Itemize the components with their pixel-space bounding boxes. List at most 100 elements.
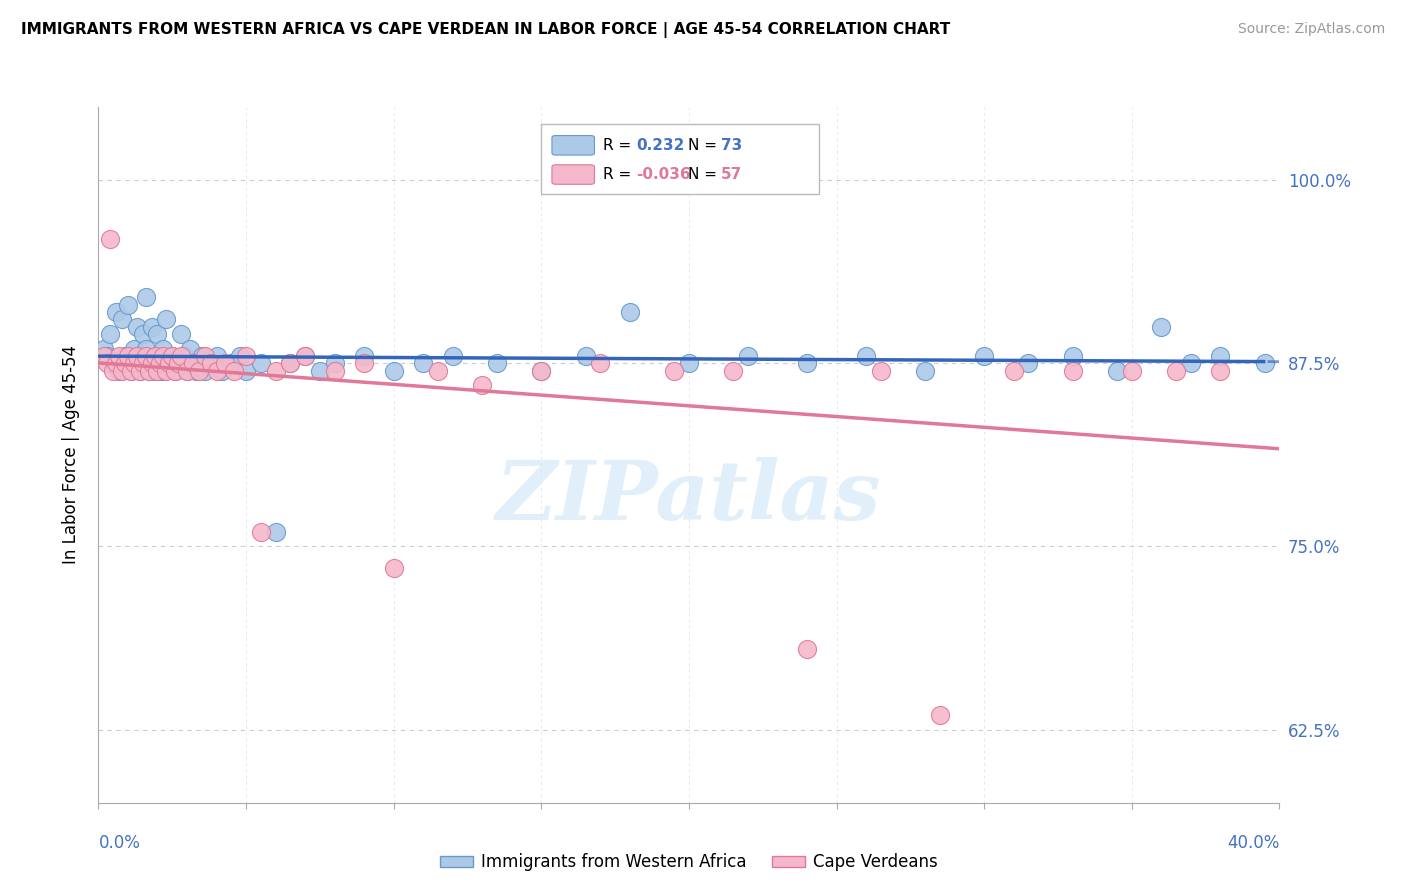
Point	[914, 364, 936, 378]
Point	[1062, 364, 1084, 378]
Point	[114, 356, 136, 370]
Point	[235, 349, 257, 363]
Point	[855, 349, 877, 363]
Point	[869, 364, 891, 378]
Point	[441, 349, 464, 363]
Point	[1209, 349, 1232, 363]
Point	[205, 349, 228, 363]
Text: Source: ZipAtlas.com: Source: ZipAtlas.com	[1237, 22, 1385, 37]
Text: N =: N =	[688, 137, 721, 153]
Point	[294, 349, 316, 363]
Point	[1121, 364, 1143, 378]
Point	[117, 298, 139, 312]
Point	[574, 349, 596, 363]
Point	[132, 356, 155, 370]
Point	[152, 349, 174, 363]
Point	[214, 356, 236, 370]
Text: 0.232: 0.232	[636, 137, 685, 153]
Point	[162, 349, 183, 363]
Point	[229, 349, 252, 363]
Point	[141, 356, 163, 370]
Point	[264, 364, 287, 378]
Text: ZIPatlas: ZIPatlas	[496, 457, 882, 537]
Point	[149, 364, 172, 378]
Point	[678, 356, 700, 370]
Text: IMMIGRANTS FROM WESTERN AFRICA VS CAPE VERDEAN IN LABOR FORCE | AGE 45-54 CORREL: IMMIGRANTS FROM WESTERN AFRICA VS CAPE V…	[21, 22, 950, 38]
Point	[211, 364, 233, 378]
Point	[723, 364, 745, 378]
Point	[146, 349, 169, 363]
Point	[111, 312, 134, 326]
Point	[191, 349, 214, 363]
FancyBboxPatch shape	[541, 124, 818, 194]
Point	[1209, 364, 1232, 378]
Point	[93, 342, 115, 356]
Point	[128, 364, 150, 378]
Point	[928, 707, 950, 722]
Point	[149, 356, 172, 370]
Point	[155, 312, 177, 326]
Text: 73: 73	[721, 137, 742, 153]
Point	[135, 342, 157, 356]
Point	[108, 349, 131, 363]
Point	[194, 364, 217, 378]
Point	[114, 349, 136, 363]
Point	[152, 342, 174, 356]
Point	[427, 364, 450, 378]
Point	[219, 356, 242, 370]
Point	[146, 327, 169, 342]
Point	[143, 349, 166, 363]
Point	[103, 356, 125, 370]
Point	[152, 364, 174, 378]
Point	[167, 356, 190, 370]
Point	[278, 356, 302, 370]
Point	[117, 349, 139, 363]
Point	[250, 356, 273, 370]
Point	[162, 349, 183, 363]
Point	[1017, 356, 1039, 370]
Point	[187, 364, 209, 378]
Point	[309, 364, 332, 378]
Point	[125, 319, 148, 334]
Point	[143, 364, 166, 378]
Point	[264, 524, 287, 539]
Point	[125, 349, 148, 363]
Point	[120, 364, 142, 378]
Point	[664, 364, 686, 378]
Point	[323, 364, 346, 378]
Point	[205, 364, 228, 378]
Point	[120, 364, 142, 378]
Legend: Immigrants from Western Africa, Cape Verdeans: Immigrants from Western Africa, Cape Ver…	[433, 847, 945, 878]
Point	[122, 342, 145, 356]
Point	[1150, 319, 1173, 334]
Point	[141, 319, 163, 334]
Point	[96, 349, 118, 363]
Point	[353, 349, 375, 363]
Point	[737, 349, 759, 363]
Point	[235, 364, 257, 378]
Point	[200, 356, 222, 370]
Point	[108, 364, 131, 378]
Point	[170, 349, 193, 363]
Point	[530, 364, 553, 378]
Y-axis label: In Labor Force | Age 45-54: In Labor Force | Age 45-54	[62, 345, 80, 565]
Text: R =: R =	[603, 137, 636, 153]
Point	[135, 349, 157, 363]
Point	[294, 349, 316, 363]
Point	[135, 290, 157, 304]
Point	[179, 342, 201, 356]
Text: N =: N =	[688, 167, 721, 182]
Point	[278, 356, 302, 370]
Point	[122, 356, 145, 370]
Point	[105, 356, 128, 370]
Point	[412, 356, 434, 370]
Point	[796, 642, 818, 657]
Point	[382, 561, 405, 575]
Point	[176, 364, 198, 378]
Point	[382, 364, 405, 378]
Point	[93, 349, 115, 363]
Point	[167, 356, 190, 370]
Point	[117, 356, 139, 370]
Point	[128, 364, 150, 378]
Text: -0.036: -0.036	[636, 167, 690, 182]
